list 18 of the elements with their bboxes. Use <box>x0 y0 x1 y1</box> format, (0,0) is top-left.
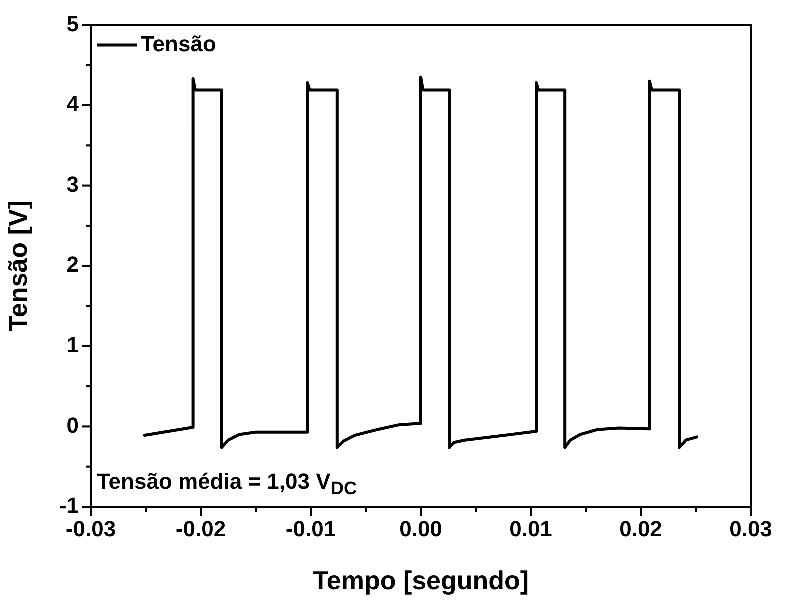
x-tick-label: 0.01 <box>510 516 552 542</box>
legend-label: Tensão <box>141 31 216 56</box>
x-tick-label: 0.00 <box>400 516 442 542</box>
y-tick-label: 4 <box>66 92 80 117</box>
x-tick-label: 0.02 <box>620 516 662 542</box>
y-tick-label: 2 <box>66 252 79 278</box>
x-tick-label: 0.03 <box>730 516 772 542</box>
y-axis-title: Tensão [V] <box>2 200 33 332</box>
y-tick-label: 5 <box>66 11 79 36</box>
y-tick-label: -1 <box>59 493 79 518</box>
y-tick-label: 0 <box>66 412 79 438</box>
y-tick-label: 1 <box>66 332 79 358</box>
x-axis-title: Tempo [segundo] <box>312 566 530 596</box>
x-tick-label: -0.02 <box>176 516 226 542</box>
y-tick-label: 3 <box>66 172 79 197</box>
x-tick-label: -0.03 <box>66 516 116 542</box>
annotation: Tensão média = 1,03 V$_{DC}$ <box>97 468 358 500</box>
x-tick-label: -0.01 <box>286 516 336 542</box>
